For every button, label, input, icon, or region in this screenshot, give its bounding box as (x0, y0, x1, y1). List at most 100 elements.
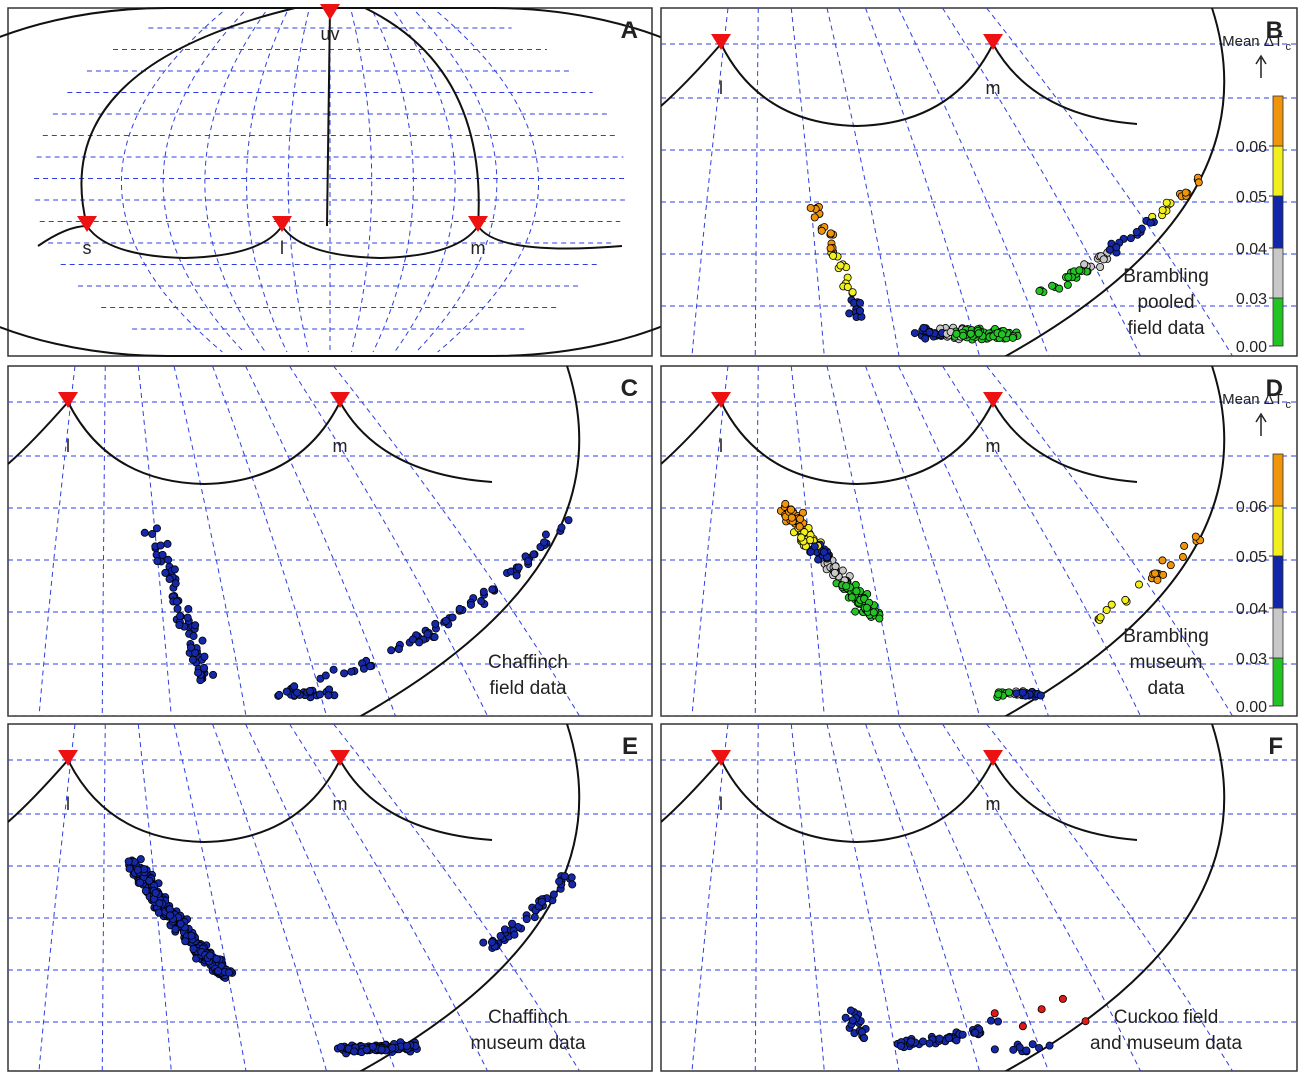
series-label: and museum data (1090, 1033, 1243, 1054)
data-point (974, 329, 983, 338)
colorbar-segment (1272, 607, 1284, 659)
grid-meridian (865, 724, 980, 1071)
colorbar-tick-label: 0.04 (1236, 601, 1267, 618)
data-point (838, 566, 847, 575)
data-point (151, 888, 160, 897)
vertex-l-label: l (66, 436, 70, 456)
series-label: Brambling (1123, 266, 1209, 287)
data-point (829, 251, 838, 260)
data-point (148, 530, 157, 539)
data-point (212, 954, 221, 963)
data-point (567, 873, 576, 882)
colorbar-tick-label: 0.03 (1236, 291, 1267, 308)
data-point (1048, 281, 1057, 290)
panel-letter: E (622, 733, 638, 760)
colorbar-tick-label: 0.05 (1236, 189, 1267, 206)
edge-uv-l (326, 7, 331, 227)
data-point (165, 575, 174, 584)
data-point (1158, 556, 1167, 565)
data-point (455, 604, 464, 613)
data-point (402, 1041, 411, 1050)
data-point (172, 597, 181, 606)
grid-meridian (942, 8, 1141, 356)
data-point (186, 643, 195, 652)
colorbar-segment (1272, 195, 1284, 249)
plot-area (661, 8, 1297, 356)
vertex-l-label: l (719, 794, 723, 814)
colorbar-segment (1272, 297, 1284, 347)
data-point (1162, 198, 1171, 207)
vertex-m-marker (983, 750, 1003, 766)
grid-meridian (173, 724, 247, 1071)
data-point (846, 1006, 855, 1015)
panel-c: l m Chaffinch field data C (7, 365, 653, 717)
grid-meridian (986, 366, 1233, 716)
grid-meridian (333, 724, 580, 1071)
data-point (1191, 532, 1200, 541)
data-point (209, 670, 218, 679)
data-point (925, 1039, 934, 1048)
panel-e: l m Chaffinch museum data E (7, 723, 653, 1072)
data-point (1035, 287, 1044, 296)
vertex-uv-marker (320, 4, 340, 20)
data-point (1008, 333, 1017, 342)
data-point (194, 668, 203, 677)
data-point (925, 328, 934, 337)
data-point (1166, 561, 1175, 570)
grid-meridian (942, 366, 1141, 716)
data-point (994, 690, 1003, 699)
data-point (530, 913, 539, 922)
colorbar-tick-label: 0.00 (1236, 339, 1267, 356)
data-point (959, 331, 968, 340)
data-point (321, 671, 330, 680)
data-point (388, 1043, 397, 1052)
data-point (155, 899, 164, 908)
data-point (537, 897, 546, 906)
data-point (136, 878, 145, 887)
data-point (966, 329, 975, 338)
globe-boundary (358, 366, 581, 716)
grid-meridian (351, 11, 373, 353)
edge-base-arcs (661, 757, 1138, 844)
grid-meridian (986, 8, 1233, 356)
data-point (1096, 613, 1105, 622)
data-point (1018, 1022, 1027, 1031)
data-point (153, 557, 162, 566)
data-point (856, 298, 865, 307)
grid-meridian (790, 366, 825, 716)
data-point (564, 516, 573, 525)
data-point (958, 1030, 967, 1039)
data-point (161, 568, 170, 577)
series-label: Chaffinch (488, 652, 568, 673)
data-point (362, 1045, 371, 1054)
series-label: Cuckoo field (1114, 1007, 1219, 1028)
data-point (836, 261, 845, 270)
data-point (841, 1013, 850, 1022)
data-point (290, 682, 299, 691)
vertex-l-label: l (66, 794, 70, 814)
data-point (275, 690, 284, 699)
data-point (781, 499, 790, 508)
colorbar-segment (1272, 247, 1284, 299)
grid-meridian (826, 724, 900, 1071)
colorbar-title: Mean ΔT (1222, 33, 1283, 50)
data-point (1099, 255, 1108, 264)
data-point (430, 633, 439, 642)
series-label: field data (489, 678, 567, 699)
grid-meridian (415, 11, 498, 353)
data-point (293, 688, 302, 697)
series-label: Brambling (1123, 626, 1209, 647)
grid-meridian (790, 724, 825, 1071)
globe-boundary (1003, 366, 1226, 716)
grid-meridian (101, 724, 106, 1071)
data-point (848, 288, 857, 297)
data-point (1178, 553, 1187, 562)
data-point (529, 550, 538, 559)
data-point (1146, 218, 1155, 227)
data-point (845, 309, 854, 318)
edge-base-arcs (8, 399, 493, 486)
data-point (1036, 691, 1045, 700)
vertex-l-marker (711, 750, 731, 766)
data-point (305, 687, 314, 696)
data-point (1096, 262, 1105, 271)
